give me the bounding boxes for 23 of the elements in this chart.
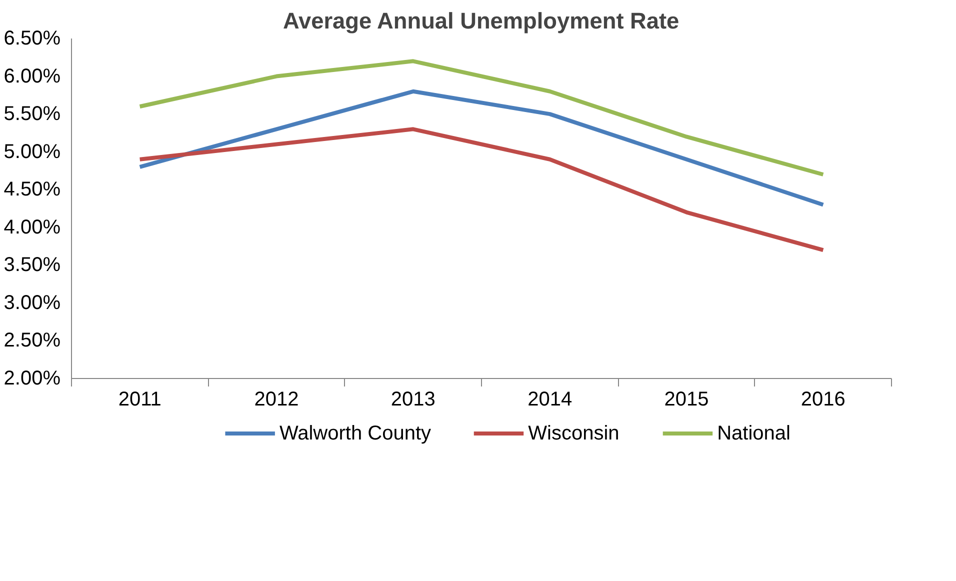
chart-title: Average Annual Unemployment Rate xyxy=(283,8,680,34)
y-tick-label: 5.00% xyxy=(4,140,61,163)
y-tick-label: 6.00% xyxy=(4,65,61,88)
line-series xyxy=(138,89,826,207)
legend-label: Wisconsin xyxy=(528,422,620,444)
legend-label: National xyxy=(717,422,790,444)
y-tick-label: 6.50% xyxy=(4,28,61,50)
x-tick-label: 2016 xyxy=(800,388,846,410)
x-tick-label: 2014 xyxy=(528,388,572,410)
y-tick-label: 2.50% xyxy=(4,330,61,352)
x-tick-label: 2012 xyxy=(254,388,299,410)
y-tick-label: 5.50% xyxy=(4,103,61,126)
y-tick-label: 4.00% xyxy=(4,216,61,238)
line-series xyxy=(138,59,826,176)
y-tick-label: 4.50% xyxy=(4,178,61,201)
x-tick-label: 2013 xyxy=(390,388,436,410)
y-tick-label: 3.50% xyxy=(4,254,61,276)
x-tick-label: 2015 xyxy=(664,388,709,410)
x-tick-label: 2011 xyxy=(118,388,162,410)
line-series xyxy=(138,127,826,252)
y-tick-label: 3.00% xyxy=(4,292,61,314)
y-tick-label: 2.00% xyxy=(4,368,61,390)
legend-label: Walworth County xyxy=(279,422,432,444)
